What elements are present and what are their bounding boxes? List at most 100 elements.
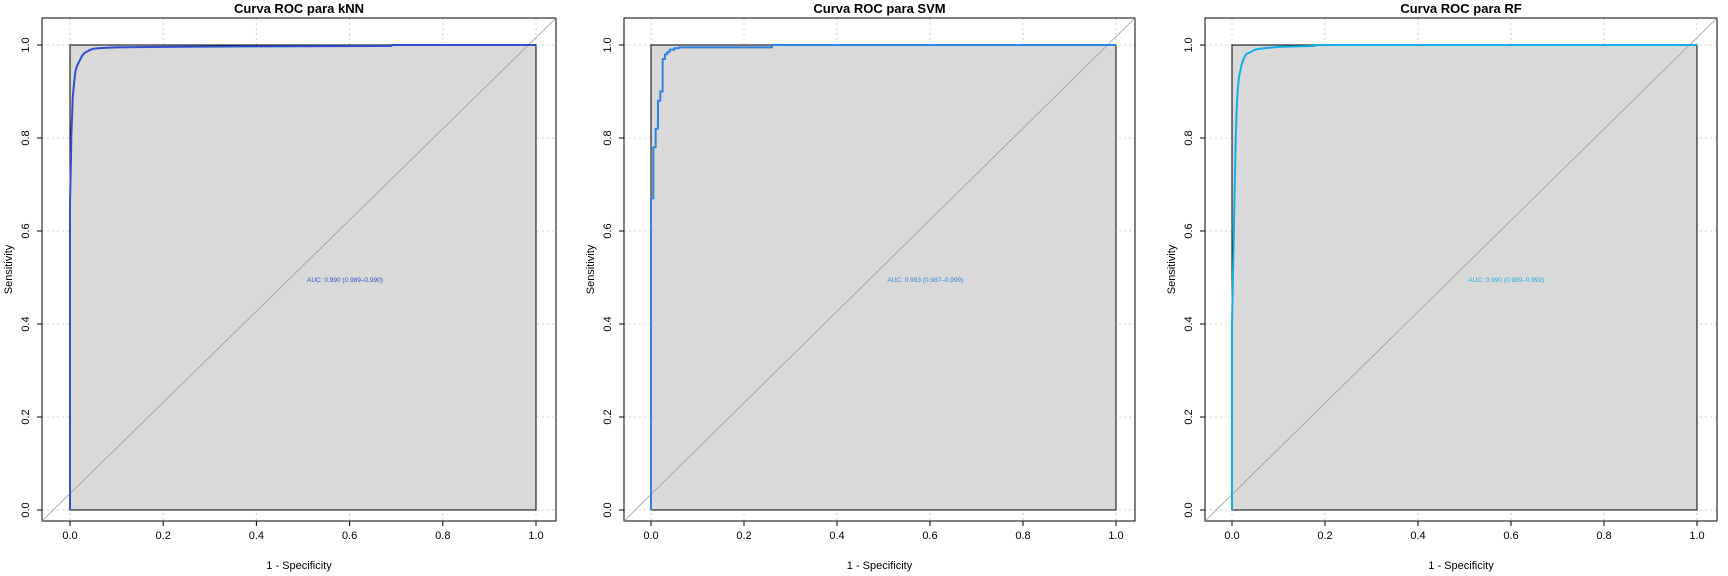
y-axis-label: Sensitivity (1166, 244, 1178, 294)
roc-curve-point (70, 132, 72, 134)
roc-curve-point (69, 509, 71, 511)
roc-curve-point (1231, 323, 1233, 325)
x-tick-label-2: 0.4 (249, 530, 264, 542)
roc-curve-point (1240, 65, 1242, 67)
roc-curve-point (669, 51, 671, 53)
roc-curve-point (1231, 509, 1233, 511)
roc-curve-point (1268, 47, 1270, 49)
roc-curve-point (1315, 45, 1317, 47)
y-tick-label-1: 0.2 (602, 409, 614, 424)
roc-panel-2: 0.0 0.2 0.4 0.6 0.8 1.0 0.0 0.2 0.4 0.6 0.8 1.0 Curv… (585, 1, 1136, 572)
y-tick-label-3: 0.6 (20, 223, 32, 238)
chart-title: Curva ROC para kNN (234, 1, 364, 16)
roc-curve-point (678, 47, 680, 49)
roc-curve-point (652, 146, 654, 148)
roc-curve-point (650, 509, 652, 511)
roc-curve-point (72, 95, 74, 97)
roc-curve-point (673, 49, 675, 51)
roc-curve-point (1235, 137, 1237, 139)
roc-curve-point (1315, 44, 1317, 46)
roc-curve-point (76, 65, 78, 67)
roc-curve-point (69, 393, 71, 395)
roc-curve-point (390, 44, 393, 46)
diagonal-reference-line (41, 17, 557, 522)
x-axis: 0.0 0.2 0.4 0.6 0.8 1.0 (62, 521, 544, 542)
x-tick-label-3: 0.6 (342, 530, 357, 542)
roc-curve-point (162, 46, 164, 48)
roc-curve-point (106, 47, 108, 49)
roc-curve-point (771, 44, 773, 46)
roc-curve-point (116, 46, 118, 48)
roc-curve-point (1245, 53, 1247, 55)
auc-label: AUC: 0.993 (0.987–0.999) (887, 277, 963, 284)
roc-curve-point (1238, 76, 1240, 79)
x-tick-label-2: 0.4 (1410, 530, 1425, 542)
roc-curve-point (664, 58, 666, 60)
x-tick-label-5: 1.0 (528, 530, 543, 542)
x-tick-label-4: 0.8 (1596, 530, 1611, 542)
y-tick-label-0: 0.0 (602, 502, 614, 517)
roc-curve-point (771, 46, 773, 48)
y-tick-label-2: 0.4 (602, 316, 614, 331)
roc-curve-point (664, 53, 666, 55)
roc-curve-point (74, 69, 77, 72)
roc-panel-1: 0.0 0.2 0.4 0.6 0.8 1.0 0.0 0.2 0.4 0.6 0.8 1.0 Curv… (3, 1, 557, 572)
x-axis-label: 1 - Specificity (1428, 560, 1494, 572)
roc-curve-point (88, 49, 90, 52)
x-tick-label-3: 0.6 (1503, 530, 1518, 542)
x-tick-label-0: 0.0 (1224, 530, 1239, 542)
y-tick-label-3: 0.6 (1183, 223, 1195, 238)
x-tick-label-5: 1.0 (1108, 530, 1123, 542)
roc-curve-point (650, 197, 652, 200)
roc-curve-point (1277, 46, 1280, 48)
roc-curve-point (74, 76, 76, 79)
y-axis-label: Sensitivity (3, 244, 15, 294)
y-tick-label-0: 0.0 (20, 502, 32, 517)
y-tick-label-5: 1.0 (1183, 37, 1195, 52)
x-axis-label: 1 - Specificity (266, 560, 332, 572)
y-axis-label: Sensitivity (585, 244, 597, 294)
roc-curve-point (1233, 230, 1235, 232)
roc-curve-point (678, 46, 680, 48)
roc-panel-3: 0.0 0.2 0.4 0.6 0.8 1.0 0.0 0.2 0.4 0.6 0.8 1.0 Curv… (1166, 1, 1718, 572)
plot-frame (623, 17, 1136, 522)
roc-curve-point (662, 58, 664, 60)
x-tick-label-1: 0.2 (736, 530, 751, 542)
x-tick-label-1: 0.2 (156, 530, 171, 542)
y-tick-label-4: 0.8 (602, 130, 614, 145)
roc-curve-line (69, 44, 536, 510)
roc-curve-point (1254, 49, 1256, 51)
x-axis-label: 1 - Specificity (847, 560, 913, 572)
x-tick-label-0: 0.0 (643, 530, 658, 542)
roc-curve-point (1259, 48, 1261, 50)
diagonal-reference-line (623, 17, 1136, 522)
y-axis: 0.0 0.2 0.4 0.6 0.8 1.0 (1183, 37, 1205, 518)
roc-curve-point (1250, 51, 1252, 53)
roc-curve-point (1234, 183, 1236, 186)
y-tick-label-5: 1.0 (20, 37, 32, 52)
x-tick-label-4: 0.8 (435, 530, 450, 542)
roc-curve-point (92, 48, 94, 50)
roc-curve-point (73, 86, 75, 88)
roc-curve-point (657, 100, 659, 102)
roc-curve-point (669, 49, 671, 51)
roc-curve-point (390, 45, 393, 47)
roc-curve-point (81, 56, 83, 58)
roc-curve-point (662, 90, 664, 93)
roc-curve-point (666, 51, 668, 53)
roc-curve-point (1236, 90, 1239, 93)
chart-title: Curva ROC para RF (1400, 1, 1521, 16)
y-tick-label-2: 0.4 (1183, 316, 1195, 331)
x-tick-label-1: 0.2 (1317, 530, 1332, 542)
plot-frame (1204, 17, 1718, 522)
roc-curve-point (655, 146, 657, 148)
roc-curve-point (659, 100, 661, 102)
y-tick-label-0: 0.0 (1183, 502, 1195, 517)
y-tick-label-2: 0.4 (20, 316, 32, 331)
roc-curve-point (1696, 44, 1698, 46)
y-tick-label-3: 0.6 (602, 223, 614, 238)
roc-curve-point (83, 52, 85, 54)
y-axis: 0.0 0.2 0.4 0.6 0.8 1.0 (20, 37, 42, 518)
x-tick-label-2: 0.4 (829, 530, 844, 542)
roc-curve-point (535, 44, 537, 46)
